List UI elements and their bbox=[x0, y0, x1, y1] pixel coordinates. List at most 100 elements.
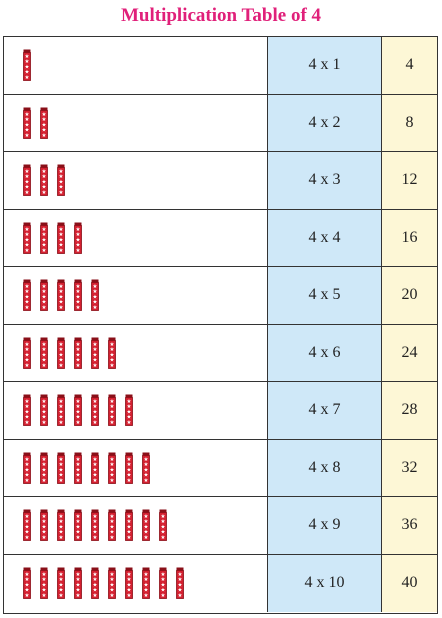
red-star-stick-icon: ★ ★ ★ ★ ★ bbox=[57, 567, 65, 600]
svg-text:★: ★ bbox=[110, 583, 115, 589]
svg-text:★: ★ bbox=[110, 535, 115, 541]
red-star-stick-icon: ★ ★ ★ ★ ★ bbox=[108, 337, 116, 369]
red-star-stick-icon: ★ ★ ★ ★ ★ bbox=[125, 567, 133, 600]
svg-text:★: ★ bbox=[76, 305, 81, 311]
svg-text:★: ★ bbox=[59, 284, 64, 290]
svg-text:★: ★ bbox=[127, 530, 132, 536]
red-star-stick-icon: ★ ★ ★ ★ ★ bbox=[23, 509, 31, 542]
svg-text:★: ★ bbox=[110, 519, 115, 525]
svg-text:★: ★ bbox=[178, 583, 183, 589]
red-star-stick-icon: ★ ★ ★ ★ ★ bbox=[125, 509, 133, 542]
red-star-stick-icon: ★ ★ ★ ★ ★ bbox=[91, 567, 99, 600]
svg-text:★: ★ bbox=[42, 185, 47, 191]
svg-text:★: ★ bbox=[42, 410, 47, 416]
svg-text:★: ★ bbox=[93, 457, 98, 463]
svg-text:★: ★ bbox=[144, 588, 149, 594]
red-star-stick-icon: ★ ★ ★ ★ ★ bbox=[40, 279, 48, 312]
svg-text:★: ★ bbox=[59, 169, 64, 175]
svg-text:★: ★ bbox=[110, 410, 115, 416]
svg-text:★: ★ bbox=[110, 415, 115, 421]
svg-text:★: ★ bbox=[59, 514, 64, 520]
svg-text:★: ★ bbox=[25, 169, 30, 175]
svg-text:★: ★ bbox=[76, 227, 81, 233]
product-text: 20 bbox=[401, 286, 418, 304]
svg-text:★: ★ bbox=[42, 232, 47, 238]
svg-text:★: ★ bbox=[76, 588, 81, 594]
red-star-stick-icon: ★ ★ ★ ★ ★ bbox=[142, 567, 150, 600]
svg-text:★: ★ bbox=[59, 420, 64, 426]
svg-text:★: ★ bbox=[59, 457, 64, 463]
red-star-stick-icon: ★ ★ ★ ★ ★ bbox=[23, 107, 31, 139]
product-text: 24 bbox=[401, 343, 418, 361]
svg-text:★: ★ bbox=[25, 583, 30, 589]
svg-text:★: ★ bbox=[76, 300, 81, 306]
svg-text:★: ★ bbox=[42, 352, 47, 358]
table-row: ★ ★ ★ ★ ★ ★ ★ ★ ★ ★ ★ ★ ★ ★ ★ ★ ★ ★ ★ ★ ★ ★ ★ ★ ★ ★ ★ ★ ★ ★ ★ ★ ★ ★ ★ 4 x 7… bbox=[4, 382, 437, 440]
svg-text:★: ★ bbox=[76, 342, 81, 348]
svg-text:★: ★ bbox=[178, 577, 183, 583]
svg-text:★: ★ bbox=[59, 478, 64, 484]
svg-text:★: ★ bbox=[25, 127, 30, 133]
svg-text:★: ★ bbox=[110, 462, 115, 468]
product-cell: 4 bbox=[382, 37, 437, 94]
red-star-stick-icon: ★ ★ ★ ★ ★ bbox=[91, 394, 99, 427]
svg-text:★: ★ bbox=[110, 420, 115, 426]
svg-text:★: ★ bbox=[42, 342, 47, 348]
svg-text:★: ★ bbox=[93, 305, 98, 311]
svg-text:★: ★ bbox=[76, 404, 81, 410]
svg-text:★: ★ bbox=[93, 284, 98, 290]
svg-text:★: ★ bbox=[76, 478, 81, 484]
svg-text:★: ★ bbox=[144, 525, 149, 531]
expression-text: 4 x 4 bbox=[308, 228, 341, 246]
svg-text:★: ★ bbox=[42, 242, 47, 248]
red-star-stick-icon: ★ ★ ★ ★ ★ bbox=[23, 279, 31, 312]
svg-text:★: ★ bbox=[25, 572, 30, 578]
svg-text:★: ★ bbox=[42, 577, 47, 583]
svg-text:★: ★ bbox=[25, 59, 30, 65]
svg-text:★: ★ bbox=[110, 593, 115, 599]
stick-group: ★ ★ ★ ★ ★ ★ ★ ★ ★ ★ ★ ★ ★ ★ ★ ★ ★ ★ ★ ★ ★ ★ ★ ★ ★ ★ ★ ★ ★ ★ ★ ★ ★ ★ ★ ★ ★ ★ ★ ★ bbox=[4, 439, 268, 496]
svg-text:★: ★ bbox=[76, 593, 81, 599]
svg-text:★: ★ bbox=[25, 530, 30, 536]
expression-text: 4 x 9 bbox=[308, 516, 341, 534]
svg-text:★: ★ bbox=[25, 289, 30, 295]
svg-text:★: ★ bbox=[93, 399, 98, 405]
product-text: 40 bbox=[401, 574, 418, 592]
red-star-stick-icon: ★ ★ ★ ★ ★ bbox=[159, 509, 167, 542]
svg-text:★: ★ bbox=[59, 535, 64, 541]
svg-text:★: ★ bbox=[59, 467, 64, 473]
red-star-stick-icon: ★ ★ ★ ★ ★ bbox=[57, 394, 65, 427]
svg-text:★: ★ bbox=[25, 519, 30, 525]
svg-text:★: ★ bbox=[25, 457, 30, 463]
red-star-stick-icon: ★ ★ ★ ★ ★ bbox=[23, 49, 31, 82]
svg-text:★: ★ bbox=[161, 577, 166, 583]
svg-text:★: ★ bbox=[25, 174, 30, 180]
svg-text:★: ★ bbox=[127, 519, 132, 525]
red-star-stick-icon: ★ ★ ★ ★ ★ bbox=[57, 279, 65, 312]
svg-text:★: ★ bbox=[76, 357, 81, 363]
svg-text:★: ★ bbox=[42, 305, 47, 311]
svg-text:★: ★ bbox=[25, 535, 30, 541]
svg-text:★: ★ bbox=[127, 593, 132, 599]
red-star-stick-icon: ★ ★ ★ ★ ★ bbox=[108, 452, 116, 484]
svg-text:★: ★ bbox=[42, 588, 47, 594]
svg-text:★: ★ bbox=[59, 363, 64, 369]
expression-cell: 4 x 1 bbox=[268, 37, 382, 94]
svg-text:★: ★ bbox=[42, 248, 47, 254]
svg-text:★: ★ bbox=[110, 572, 115, 578]
svg-text:★: ★ bbox=[25, 514, 30, 520]
svg-text:★: ★ bbox=[25, 70, 30, 76]
svg-text:★: ★ bbox=[59, 572, 64, 578]
red-star-stick-icon: ★ ★ ★ ★ ★ bbox=[40, 394, 48, 427]
red-star-stick-icon: ★ ★ ★ ★ ★ bbox=[125, 452, 133, 484]
svg-text:★: ★ bbox=[144, 457, 149, 463]
svg-text:★: ★ bbox=[93, 588, 98, 594]
svg-text:★: ★ bbox=[59, 583, 64, 589]
svg-text:★: ★ bbox=[144, 577, 149, 583]
svg-text:★: ★ bbox=[93, 525, 98, 531]
svg-text:★: ★ bbox=[127, 588, 132, 594]
svg-text:★: ★ bbox=[93, 300, 98, 306]
svg-text:★: ★ bbox=[127, 415, 132, 421]
red-star-stick-icon: ★ ★ ★ ★ ★ bbox=[91, 509, 99, 542]
product-text: 28 bbox=[401, 401, 418, 419]
